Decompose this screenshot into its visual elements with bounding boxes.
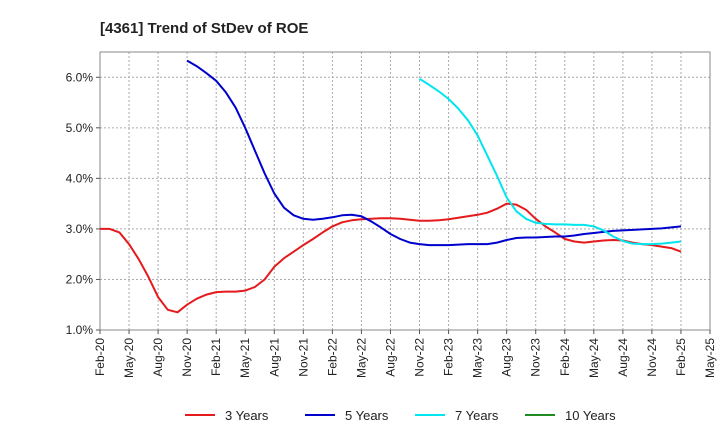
y-tick-label: 3.0% xyxy=(66,222,94,236)
x-tick-label: Aug-22 xyxy=(383,338,397,377)
series-line-5-years xyxy=(186,59,682,247)
series xyxy=(100,59,682,314)
x-tick-label: May-21 xyxy=(238,338,252,378)
x-tick-label: Aug-21 xyxy=(267,338,281,377)
y-axis: 1.0% 2.0% 3.0% 4.0% 5.0% 6.0% xyxy=(66,70,100,337)
legend-label-3-years: 3 Years xyxy=(225,408,269,423)
y-tick-label: 4.0% xyxy=(66,171,94,185)
chart-title: [4361] Trend of StDev of ROE xyxy=(100,20,308,37)
x-tick-label: Feb-24 xyxy=(558,338,572,376)
x-tick-label: Feb-25 xyxy=(674,338,688,376)
plot-area xyxy=(99,51,711,331)
x-tick-label: Aug-24 xyxy=(616,338,630,377)
legend-label-7-years: 7 Years xyxy=(455,408,499,423)
x-tick-label: Feb-22 xyxy=(325,338,339,376)
y-tick-label: 5.0% xyxy=(66,121,94,135)
y-tick-label: 6.0% xyxy=(66,70,94,84)
x-tick-label: Nov-24 xyxy=(645,338,659,377)
grid xyxy=(99,52,711,331)
x-tick-label: May-23 xyxy=(471,338,485,378)
x-tick-label: Feb-21 xyxy=(209,338,223,376)
legend-label-10-years: 10 Years xyxy=(565,408,616,423)
series-line-3-years xyxy=(100,202,682,314)
x-tick-label: May-25 xyxy=(703,338,717,378)
y-tick-label: 1.0% xyxy=(66,323,94,337)
x-tick-label: Nov-21 xyxy=(296,338,310,377)
x-tick-label: Aug-23 xyxy=(500,338,514,377)
y-tick-label: 2.0% xyxy=(66,272,94,286)
x-tick-label: Nov-23 xyxy=(529,338,543,377)
x-tick-label: Feb-20 xyxy=(93,338,107,376)
x-tick-label: May-24 xyxy=(587,338,601,378)
x-tick-label: Feb-23 xyxy=(442,338,456,376)
legend-label-5-years: 5 Years xyxy=(345,408,389,423)
x-tick-label: May-22 xyxy=(354,338,368,378)
x-axis: Feb-20 May-20 Aug-20 Nov-20 Feb-21 May-21 Aug-… xyxy=(93,330,717,378)
series-line-7-years xyxy=(418,77,682,246)
x-tick-label: Nov-20 xyxy=(180,338,194,377)
legend: 3 Years 5 Years 7 Years 10 Years xyxy=(185,408,616,423)
x-tick-label: May-20 xyxy=(122,338,136,378)
x-tick-label: Nov-22 xyxy=(413,338,427,377)
x-tick-label: Aug-20 xyxy=(151,338,165,377)
